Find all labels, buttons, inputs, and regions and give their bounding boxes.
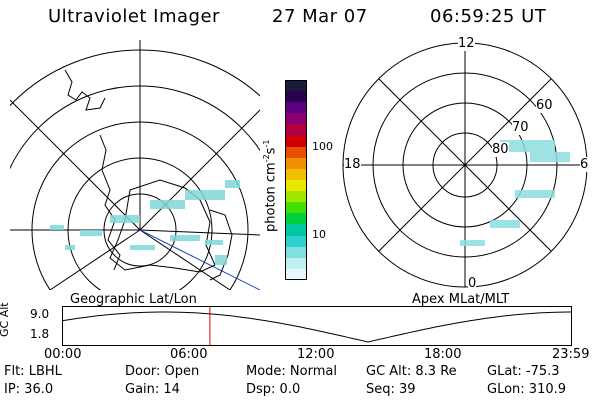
colorbar-segment: [285, 213, 307, 225]
alt-xtick-1: 06:00: [170, 347, 208, 362]
colorbar-segment: [285, 157, 307, 170]
colorbar-tick-100: 100: [312, 140, 333, 153]
glon-status: GLon: 310.9: [487, 382, 567, 397]
colorbar-tick-10: 10: [312, 228, 326, 241]
altitude-plot: [61, 306, 572, 346]
colorbar: [285, 80, 307, 281]
dsp-status: Dsp: 0.0: [246, 382, 301, 397]
alt-xtick-0: 00:00: [44, 347, 82, 362]
colorbar-segment: [285, 113, 307, 125]
colorbar-segment: [285, 191, 307, 203]
date-label: 27 Mar 07: [272, 6, 368, 27]
gain-status: Gain: 14: [125, 382, 180, 397]
coastline: [64, 69, 106, 111]
door-status: Door: Open: [125, 364, 200, 379]
colorbar-segment: [285, 180, 307, 192]
magnetic-map: [340, 40, 590, 290]
colorbar-segment: [285, 91, 307, 103]
colorbar-segment: [285, 146, 307, 159]
lat-70: 70: [512, 120, 529, 135]
geographic-map: [10, 40, 260, 290]
alt-xtick-3: 18:00: [424, 347, 462, 362]
mlt-0: 0: [468, 276, 477, 291]
colorbar-segment: [285, 102, 307, 114]
alt-xtick-4: 23:59: [552, 347, 590, 362]
colorbar-label: photon cm-2s-1: [262, 139, 279, 232]
alt-ylabel: GC Alt: [0, 302, 11, 337]
instrument-title: Ultraviolet Imager: [48, 6, 220, 27]
colorbar-segment: [285, 268, 307, 281]
lat-60: 60: [536, 98, 553, 113]
colorbar-border: [285, 80, 307, 280]
colorbar-segment: [285, 124, 307, 137]
colorbar-segment: [285, 224, 307, 237]
mlt-18: 18: [344, 157, 361, 172]
seq-status: Seq: 39: [366, 382, 416, 397]
glat-status: GLat: -75.3: [487, 364, 560, 379]
colorbar-segment: [285, 257, 307, 270]
colorbar-segment: [285, 235, 307, 248]
filter-status: Flt: LBHL: [4, 364, 62, 379]
colorbar-segment: [285, 135, 307, 148]
alt-ytick-top: 9.0: [30, 307, 50, 321]
colorbar-segment: [285, 246, 307, 259]
mode-status: Mode: Normal: [246, 364, 337, 379]
right-caption: Apex MLat/MLT: [412, 292, 510, 307]
gc-alt-status: GC Alt: 8.3 Re: [366, 364, 457, 379]
mlt-12: 12: [458, 36, 475, 51]
mlt-6: 6: [580, 157, 589, 172]
left-caption: Geographic Lat/Lon: [70, 292, 197, 307]
lat-80: 80: [492, 142, 509, 157]
colorbar-segment: [285, 168, 307, 181]
colorbar-segment: [285, 202, 307, 214]
alt-xtick-2: 12:00: [297, 347, 335, 362]
colorbar-segment: [285, 80, 307, 92]
time-label: 06:59:25 UT: [430, 6, 547, 27]
alt-ytick-bottom: 1.8: [30, 327, 50, 341]
ip-status: IP: 36.0: [4, 382, 54, 397]
